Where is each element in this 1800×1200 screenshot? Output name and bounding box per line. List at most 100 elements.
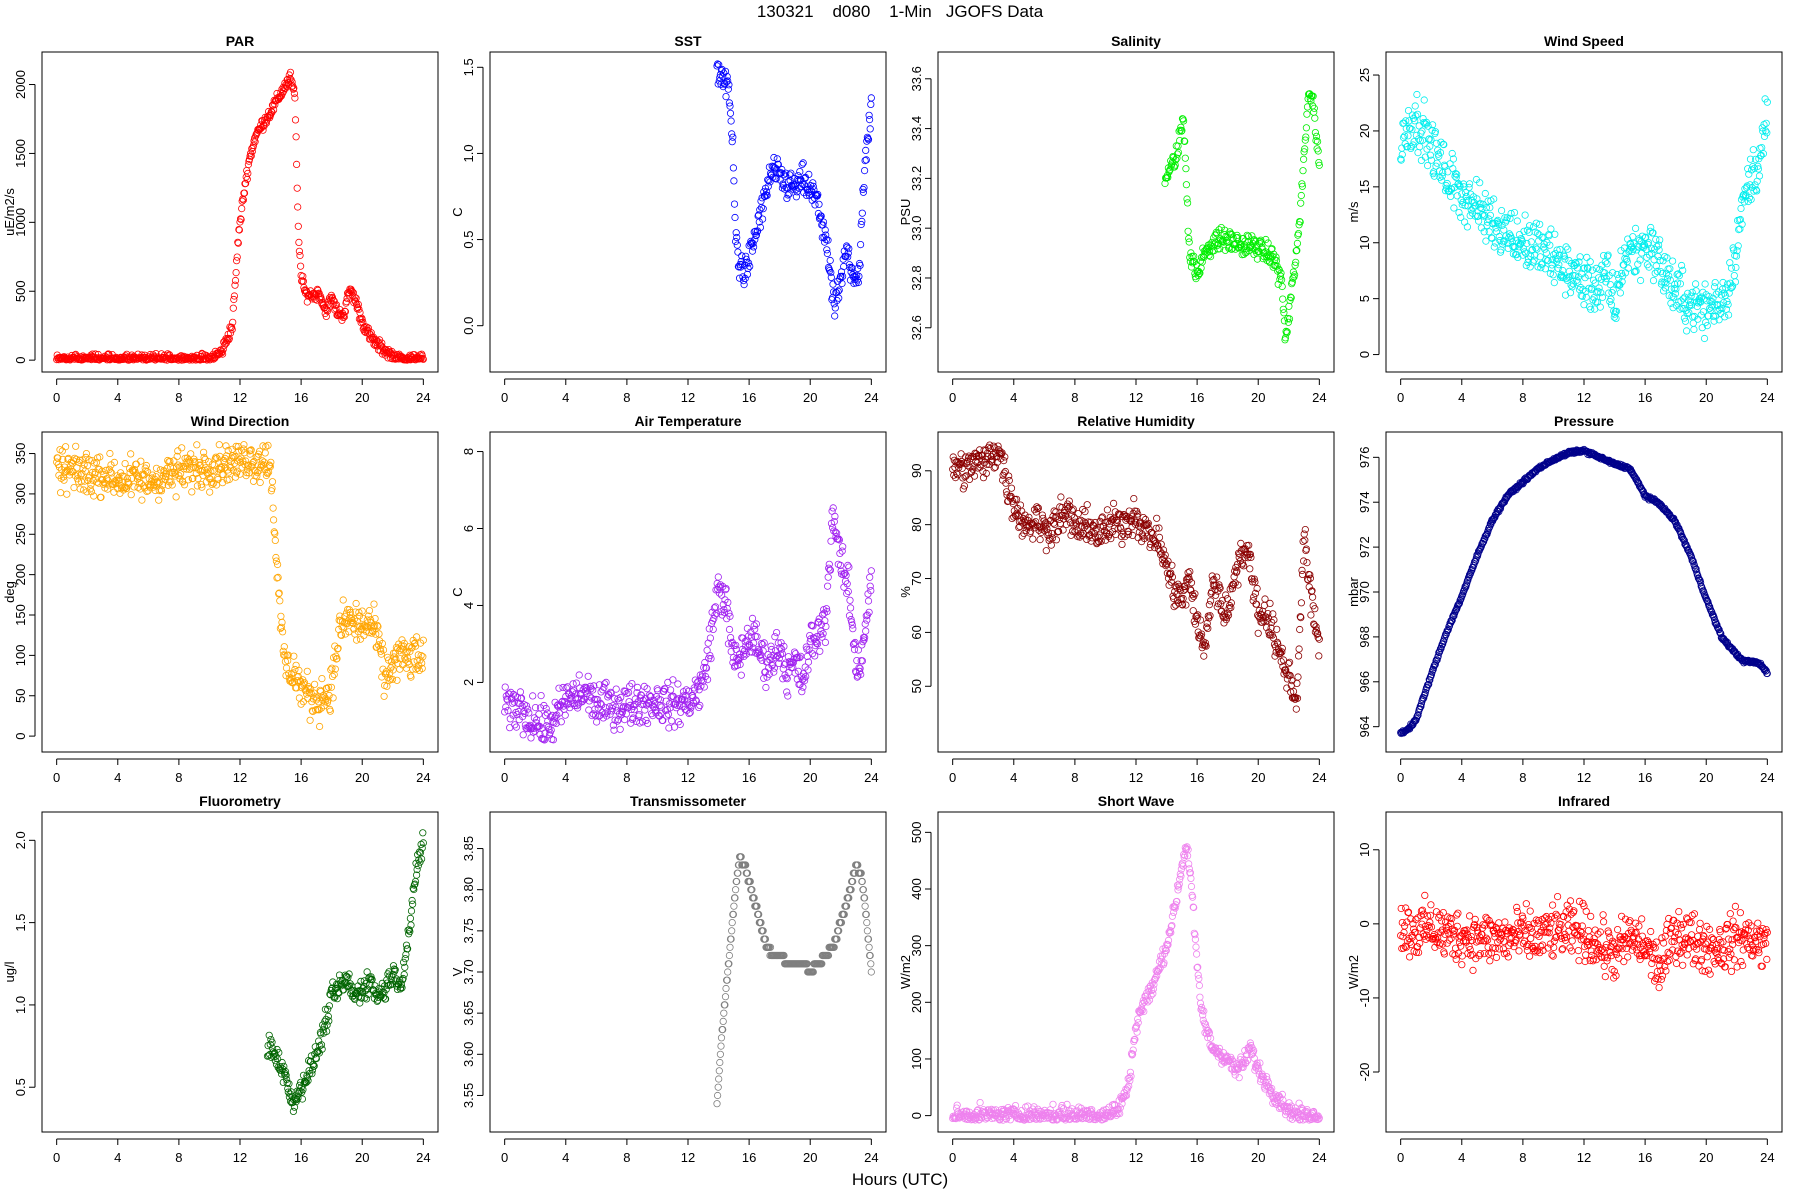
data-point bbox=[72, 442, 80, 450]
data-point bbox=[1501, 214, 1509, 222]
data-point bbox=[1171, 161, 1179, 169]
x-tick-label: 24 bbox=[1312, 770, 1326, 785]
data-point bbox=[61, 443, 70, 451]
data-point bbox=[784, 692, 792, 700]
data-point bbox=[1491, 239, 1500, 247]
data-point bbox=[1252, 238, 1260, 246]
data-point bbox=[1412, 112, 1420, 120]
data-point bbox=[1268, 245, 1276, 253]
data-point bbox=[729, 133, 737, 141]
data-point bbox=[1293, 246, 1301, 254]
data-point bbox=[293, 184, 301, 192]
x-tick-label: 8 bbox=[175, 390, 182, 405]
data-point bbox=[1730, 246, 1738, 254]
x-tick-label: 12 bbox=[681, 390, 695, 405]
data-point bbox=[1703, 321, 1711, 330]
data-point bbox=[748, 247, 757, 255]
x-axis: 0 4 8 12 16 20 24 bbox=[501, 758, 879, 785]
y-tick-label: 100 bbox=[13, 645, 28, 667]
data-point bbox=[1554, 255, 1562, 263]
data-point bbox=[234, 238, 242, 246]
x-axis: 0 4 8 12 16 20 24 bbox=[501, 378, 879, 405]
data-point bbox=[826, 256, 834, 265]
data-points bbox=[1397, 90, 1771, 343]
data-point bbox=[501, 683, 509, 691]
data-point bbox=[1274, 280, 1282, 288]
data-point bbox=[1499, 238, 1507, 246]
data-point bbox=[1720, 298, 1728, 307]
data-point bbox=[773, 155, 781, 163]
data-point bbox=[1667, 285, 1676, 293]
data-point bbox=[1267, 245, 1276, 253]
data-point bbox=[1214, 240, 1223, 248]
data-point bbox=[846, 604, 855, 612]
x-tick-label: 8 bbox=[1519, 390, 1526, 405]
data-point bbox=[1671, 290, 1680, 298]
data-point bbox=[751, 236, 759, 244]
y-tick-label: 90 bbox=[909, 464, 924, 478]
data-point bbox=[1759, 127, 1767, 135]
data-point bbox=[1719, 278, 1727, 287]
data-point bbox=[1462, 188, 1470, 196]
data-point bbox=[732, 229, 740, 237]
x-tick-label: 20 bbox=[1251, 770, 1265, 785]
x-tick-label: 8 bbox=[623, 770, 630, 785]
data-point bbox=[865, 111, 873, 119]
y-axis-label: deg bbox=[2, 581, 17, 603]
data-point bbox=[537, 691, 545, 700]
data-point bbox=[1103, 506, 1112, 514]
data-points bbox=[53, 68, 427, 364]
data-point bbox=[74, 471, 82, 479]
data-point bbox=[1533, 245, 1541, 253]
data-point bbox=[1447, 185, 1455, 193]
data-point bbox=[280, 643, 288, 651]
data-point bbox=[155, 496, 163, 504]
data-point bbox=[271, 536, 279, 545]
data-point bbox=[1427, 156, 1436, 164]
data-point bbox=[1207, 597, 1215, 605]
data-point bbox=[1652, 235, 1660, 243]
x-tick-label: 0 bbox=[949, 770, 956, 785]
data-point bbox=[861, 620, 869, 628]
data-point bbox=[1732, 252, 1741, 260]
data-point bbox=[758, 215, 767, 223]
data-point bbox=[709, 625, 717, 634]
data-point bbox=[855, 272, 863, 280]
data-point bbox=[1747, 195, 1755, 204]
data-point bbox=[722, 93, 730, 101]
x-tick-label: 12 bbox=[1129, 390, 1143, 405]
data-point bbox=[782, 169, 790, 177]
data-point bbox=[1504, 239, 1512, 247]
x-tick-label: 16 bbox=[294, 770, 308, 785]
data-point bbox=[1398, 151, 1406, 159]
x-tick-label: 4 bbox=[1010, 390, 1017, 405]
data-point bbox=[756, 206, 764, 214]
data-point bbox=[60, 476, 68, 484]
data-point bbox=[1760, 121, 1768, 129]
data-point bbox=[845, 245, 853, 253]
data-point bbox=[561, 711, 569, 719]
data-point bbox=[1178, 126, 1186, 135]
data-point bbox=[1416, 143, 1424, 151]
data-point bbox=[756, 223, 765, 231]
data-point bbox=[1183, 195, 1191, 203]
data-point bbox=[1519, 245, 1528, 253]
data-point bbox=[824, 573, 832, 581]
panel-title: Wind Direction bbox=[191, 413, 290, 429]
data-point bbox=[247, 152, 255, 160]
data-point bbox=[230, 295, 238, 304]
data-point bbox=[1520, 227, 1528, 235]
data-point bbox=[1215, 226, 1223, 234]
data-point bbox=[244, 160, 252, 169]
y-tick-label: 8 bbox=[461, 448, 476, 455]
data-point bbox=[378, 339, 386, 347]
data-point bbox=[370, 600, 378, 608]
data-point bbox=[256, 478, 264, 487]
data-point bbox=[677, 708, 685, 716]
x-axis: 0 4 8 12 16 20 24 bbox=[949, 378, 1327, 405]
data-point bbox=[386, 349, 394, 357]
data-point bbox=[1475, 217, 1483, 225]
data-point bbox=[786, 176, 794, 185]
